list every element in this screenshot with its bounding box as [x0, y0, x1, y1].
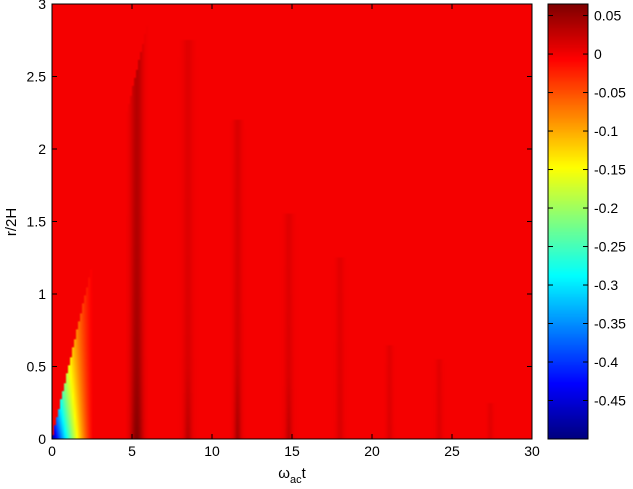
y-tick-label: 0	[38, 431, 46, 447]
x-tick-label: 20	[364, 443, 380, 459]
colorbar-tick-label: -0.05	[594, 85, 626, 101]
y-tick-label: 0.5	[27, 359, 47, 375]
x-axis-label: ωact	[278, 465, 306, 486]
y-tick-label: 1.5	[27, 214, 47, 230]
colorbar-frame	[547, 3, 589, 440]
x-tick-label: 30	[524, 443, 540, 459]
colorbar-tick-label: -0.3	[594, 277, 618, 293]
y-axis-label: r/2H	[3, 208, 20, 236]
heatmap-image	[52, 4, 532, 439]
y-tick-label: 1	[38, 286, 46, 302]
colorbar-tick-label: -0.35	[594, 316, 626, 332]
plot-area	[51, 3, 533, 440]
x-tick-label: 10	[204, 443, 220, 459]
colorbar-image	[548, 4, 588, 439]
colorbar-tick-label: -0.45	[594, 393, 626, 409]
y-tick-label: 2.5	[27, 69, 47, 85]
colorbar-ticks: 0.05 0 -0.05 -0.1 -0.15 -0.2 -0.25 -0.3 -0.35 -0.…	[548, 8, 626, 409]
colorbar-tick-label: -0.25	[594, 239, 626, 255]
x-tick-label: 15	[284, 443, 300, 459]
colorbar-tick-label: -0.15	[594, 162, 626, 178]
colorbar-tick-label: -0.2	[594, 200, 618, 216]
colorbar-tick-label: 0.05	[594, 8, 621, 24]
y-tick-label: 3	[38, 0, 46, 12]
x-axis-ticks: 0 5 10 15 20 25 30	[48, 4, 540, 459]
y-axis-ticks: 0 0.5 1 1.5 2 2.5 3	[27, 0, 532, 447]
y-tick-label: 2	[38, 141, 46, 157]
colorbar: 0.05 0 -0.05 -0.1 -0.15 -0.2 -0.25 -0.3 -0.35 -0.…	[547, 3, 626, 440]
colorbar-tick-label: -0.4	[594, 354, 618, 370]
colorbar-tick-label: -0.1	[594, 123, 618, 139]
x-tick-label: 0	[48, 443, 56, 459]
colorbar-tick-label: 0	[594, 46, 602, 62]
x-tick-label: 25	[444, 443, 460, 459]
x-tick-label: 5	[128, 443, 136, 459]
